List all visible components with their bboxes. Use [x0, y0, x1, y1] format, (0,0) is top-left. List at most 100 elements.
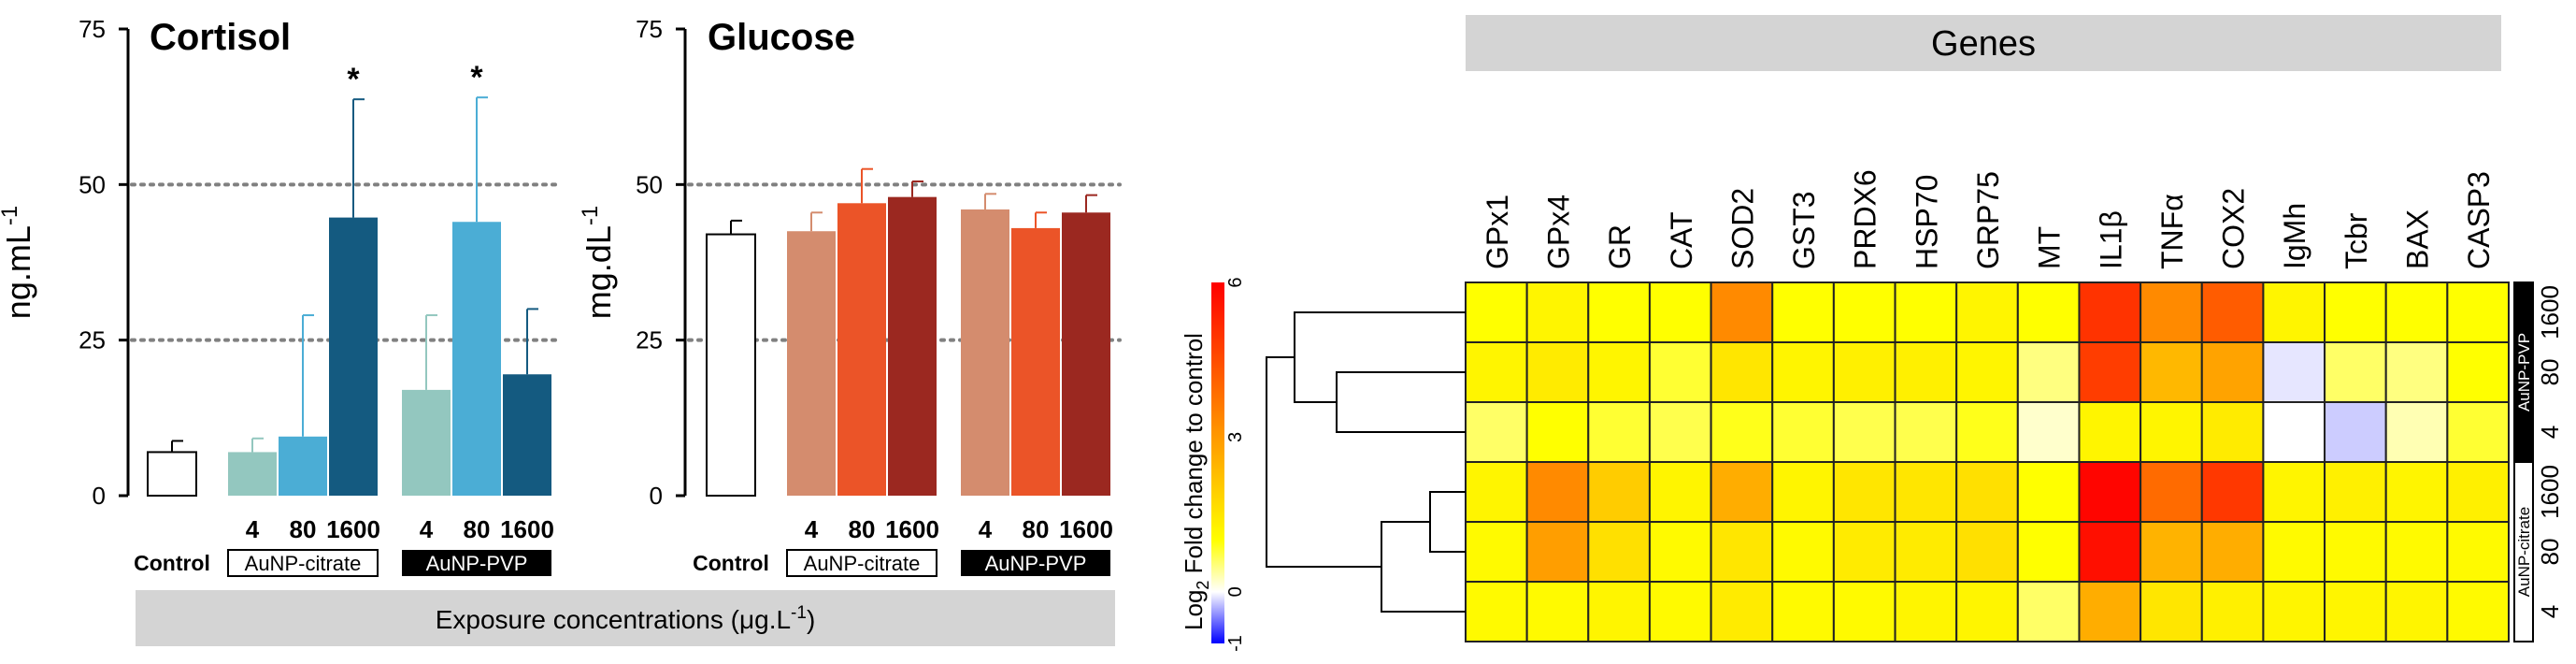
heatmap-cell: [1648, 281, 1712, 343]
heatmap-cell: [1894, 401, 1958, 463]
heatmap-panel: Genes GPx1 GPx4 GR CAT SOD2 GST3 PRDX6 HSP70 GRP7…: [1180, 15, 2564, 652]
heatmap-cell: [2324, 521, 2387, 583]
heatmap-cell: [2016, 281, 2081, 343]
heatmap-cell: [2384, 341, 2449, 403]
y-tick-label: 50: [636, 170, 663, 198]
column-label: IL1β: [2094, 210, 2127, 269]
heatmap-cell: [1832, 401, 1896, 463]
group-label-citrate: AuNP-citrate: [245, 552, 362, 575]
group-label-pvp: AuNP-PVP: [426, 552, 528, 575]
column-label: GR: [1603, 224, 1637, 269]
exposure-label: Exposure concentrations (μg.L-1): [436, 603, 816, 634]
heatmap-cell: [2140, 341, 2203, 403]
heatmap-cell: [1648, 461, 1712, 523]
heatmap-cell: [2446, 281, 2511, 343]
heatmap-cell: [1587, 521, 1651, 583]
group-box-pvp: [961, 550, 1110, 576]
heatmap-cell: [1710, 581, 1774, 642]
x-tick-label: 1600: [885, 515, 939, 543]
heatmap-cell: [1465, 581, 1528, 642]
heatmap-cell: [1587, 341, 1651, 403]
column-label: MT: [2033, 226, 2067, 269]
heatmap-cell: [1771, 521, 1835, 583]
heatmap-cell: [1894, 581, 1958, 642]
column-label: CAT: [1665, 211, 1698, 269]
heatmap-cell: [1955, 401, 2019, 463]
column-label: TNFα: [2155, 194, 2189, 269]
dendrogram-branch: [1381, 521, 1466, 613]
heatmap-cell: [1525, 341, 1590, 403]
heatmap-cell: [2016, 581, 2081, 642]
heatmap-cell: [1465, 521, 1528, 583]
heatmap-cell: [2262, 521, 2326, 583]
heatmap-cell: [1832, 581, 1896, 642]
heatmap-cell: [1771, 281, 1835, 343]
heatmap-cell: [2446, 461, 2511, 523]
bar: [1011, 227, 1060, 496]
heatmap-cell: [1710, 461, 1774, 523]
heatmap-cell: [2384, 461, 2449, 523]
heatmap-cell: [1465, 281, 1528, 343]
bar: [837, 203, 886, 496]
column-label: COX2: [2217, 188, 2251, 269]
heatmap-cell: [1525, 461, 1590, 523]
heatmap-cell: [2446, 341, 2511, 403]
genes-title: Genes: [1931, 24, 2036, 64]
x-tick-label: 4: [805, 515, 819, 543]
bar: [228, 452, 277, 496]
heatmap-cell: [2384, 401, 2449, 463]
heatmap-cell: [1894, 461, 1958, 523]
y-tick-label: 75: [79, 15, 106, 43]
heatmap-cell: [2446, 401, 2511, 463]
heatmap-cell: [2078, 521, 2142, 583]
heatmap-cell: [2324, 461, 2387, 523]
bar-panel-glucose: 0 25 50 75 mg.dL-1 Glucose 4 80 1600 4 80 1600 Contr…: [578, 15, 1122, 577]
heatmap-cell: [2200, 581, 2265, 642]
bar: [452, 222, 501, 496]
heatmap-cell: [1587, 581, 1651, 642]
heatmap-cell: [2324, 581, 2387, 642]
heatmap-cell: [1465, 461, 1528, 523]
bar: [1062, 212, 1110, 497]
column-label: GRP75: [1971, 171, 2005, 269]
heatmap-cell: [1710, 281, 1774, 343]
row-group-bar-citrate: [2513, 461, 2534, 642]
heatmap-cell: [2324, 401, 2387, 463]
x-tick-label: 80: [290, 515, 317, 543]
heatmap-cell: [1955, 581, 2019, 642]
bar: [787, 231, 836, 496]
bar: [329, 217, 378, 496]
column-label: SOD2: [1725, 188, 1759, 269]
heatmap-cell: [2446, 521, 2511, 583]
heatmap-cell: [1587, 281, 1651, 343]
bar: [888, 196, 937, 496]
heatmap-cell: [2324, 341, 2387, 403]
heatmap-cell: [2324, 281, 2387, 343]
heatmap-cell: [1648, 401, 1712, 463]
heatmap-cell: [2078, 341, 2142, 403]
row-label: 4: [2536, 605, 2564, 618]
heatmap-cell: [1832, 461, 1896, 523]
column-label: IgMh: [2278, 203, 2311, 269]
y-tick-label: 75: [636, 15, 663, 43]
exposure-band: [136, 590, 1115, 646]
colorbar-label: Log2 Fold change to control: [1180, 333, 1212, 630]
heatmap-cell: [2200, 401, 2265, 463]
heatmap-cell: [2016, 521, 2081, 583]
x-tick-label: 80: [464, 515, 491, 543]
dendrogram: [1266, 311, 1466, 613]
x-tick-label: 1600: [326, 515, 380, 543]
heatmap-cell: [2262, 461, 2326, 523]
group-label-pvp: AuNP-PVP: [985, 552, 1087, 575]
dendrogram-branch: [1266, 356, 1381, 568]
heatmap-cell: [2140, 521, 2203, 583]
heatmap-cell: [1832, 341, 1896, 403]
heatmap-cell: [2446, 581, 2511, 642]
heatmap-cell: [2078, 401, 2142, 463]
group-label-citrate: AuNP-citrate: [804, 552, 921, 575]
bar: [503, 374, 551, 496]
heatmap-cell: [1771, 461, 1835, 523]
y-axis-label: ng.mL-1: [0, 206, 37, 319]
